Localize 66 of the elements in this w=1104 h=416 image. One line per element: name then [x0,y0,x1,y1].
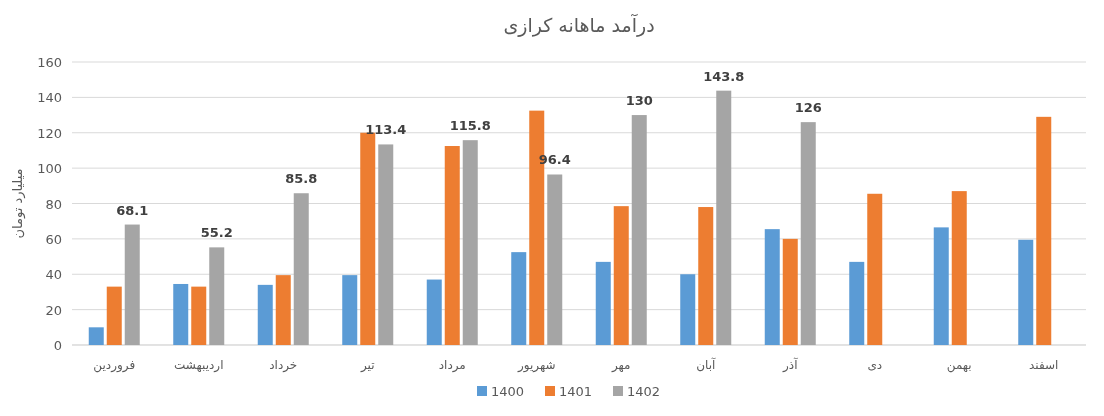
bar [511,252,527,345]
bar [595,261,611,345]
data-label: 143.8 [703,68,745,84]
bar [88,327,104,345]
bar [1036,116,1052,345]
y-tick-label: 20 [45,302,62,318]
legend-label: 1400 [491,384,525,399]
bar [764,229,780,345]
bar [680,274,696,345]
x-tick-label: آذر [782,357,799,373]
bar [360,132,376,345]
bar [849,261,865,345]
bar [293,193,309,345]
data-label: 85.8 [285,171,318,187]
data-label: 55.2 [200,225,233,241]
data-label: 68.1 [116,202,149,218]
bar [800,122,816,345]
y-tick-label: 120 [37,125,62,141]
data-label: 115.8 [449,118,491,134]
bar [547,174,563,345]
x-tick-label: مهر [610,358,631,373]
bar [631,115,647,345]
x-tick-label: شهریور [516,358,556,373]
data-label: 113.4 [365,122,407,138]
y-tick-label: 60 [45,231,62,247]
x-tick-label: دی [867,358,883,372]
y-axis-title: میلیارد تومان [10,168,26,239]
data-label: 126 [794,100,822,116]
y-tick-label: 40 [45,267,62,283]
chart-title: درآمد ماهانه کرازی [503,13,655,37]
x-tick-label: بهمن [946,358,972,373]
bar [1018,239,1034,345]
y-tick-label: 0 [53,338,62,353]
bar [106,286,122,345]
bar [209,247,225,345]
x-tick-label: خرداد [269,358,298,373]
y-tick-label: 100 [37,161,62,177]
x-tick-label: اسفند [1029,358,1059,372]
x-tick-label: مرداد [438,358,466,373]
x-tick-label: اردیبهشت [174,358,224,373]
bar [867,193,883,345]
bar [698,207,714,345]
bar [462,140,478,345]
bar [444,146,460,345]
bar [613,206,629,345]
y-tick-label: 160 [37,55,62,70]
bar [191,286,207,345]
x-tick-label: تیر [359,358,375,373]
y-tick-label: 80 [45,196,62,212]
legend-label: 1402 [627,384,661,399]
x-tick-label: آبان [696,357,716,372]
bar [782,238,798,345]
bar [173,283,189,345]
bar [342,275,358,345]
bar [275,275,291,345]
bar [933,227,949,345]
legend-label: 1401 [559,384,593,399]
data-label: 130 [625,93,653,109]
bar [124,224,140,345]
y-tick-label: 140 [37,90,62,106]
bar [951,191,967,345]
bar [257,284,273,345]
bar [378,144,394,345]
x-tick-label: فروردین [93,358,136,373]
bar [716,90,732,345]
bar [426,279,442,345]
